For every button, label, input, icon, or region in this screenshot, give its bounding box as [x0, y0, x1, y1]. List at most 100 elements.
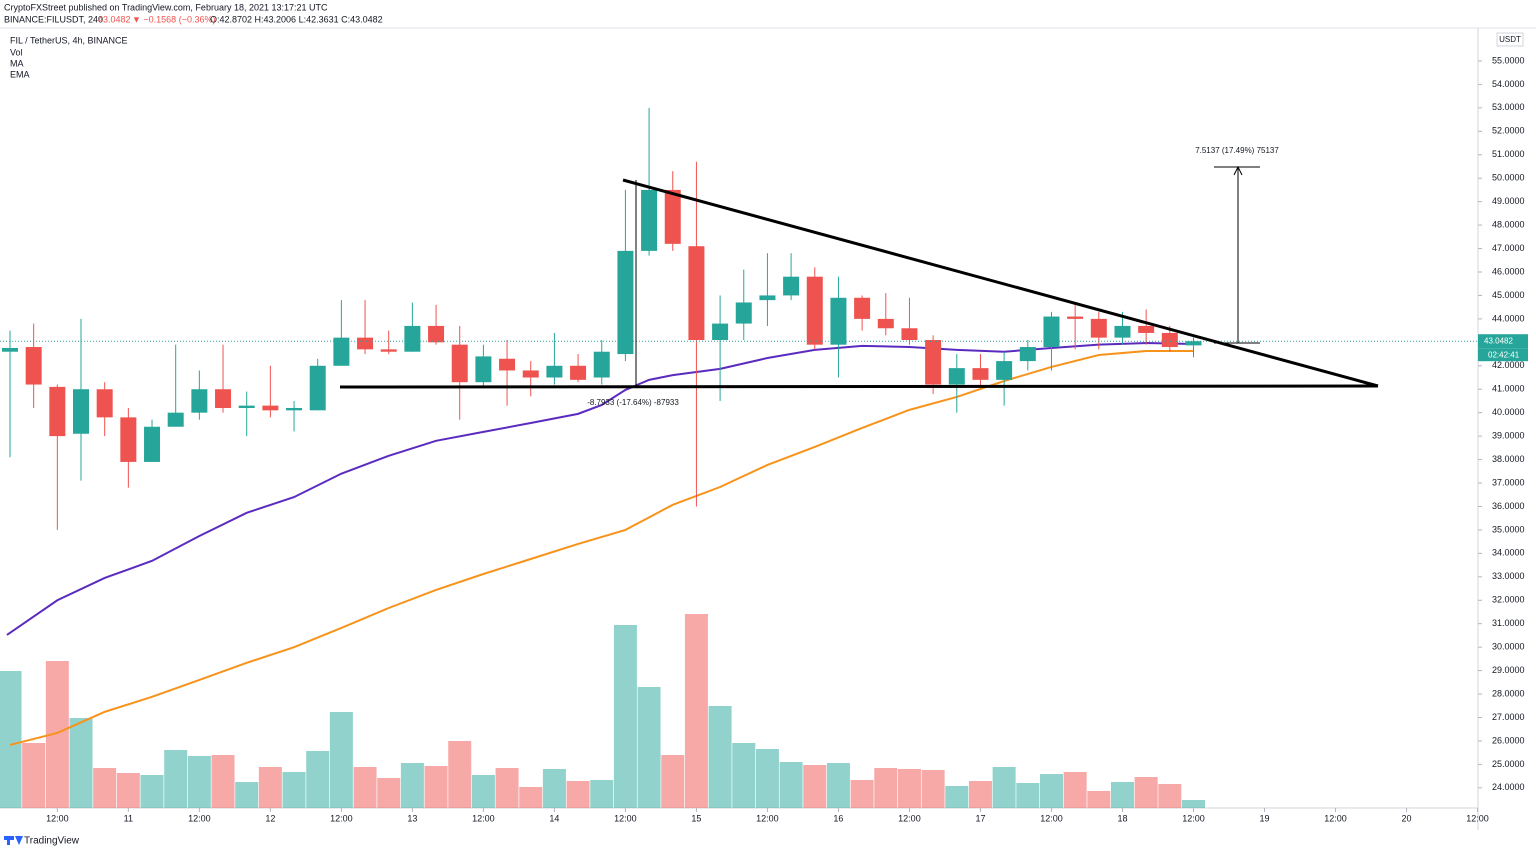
last-price-box — [1478, 334, 1528, 349]
x-tick-label: 12:00 — [1182, 813, 1205, 823]
candle-body — [144, 426, 161, 462]
volume-bar — [0, 671, 22, 808]
candle-body — [96, 389, 113, 418]
volume-bar — [282, 772, 306, 808]
volume-bar — [140, 775, 164, 808]
candle-body — [759, 295, 776, 301]
plot — [0, 107, 1478, 808]
price: 43.0482 — [98, 14, 131, 24]
x-tick-label: 18 — [1117, 813, 1127, 823]
candle-body — [925, 339, 942, 385]
y-tick-label: 39.0000 — [1492, 430, 1525, 440]
x-tick-label: 14 — [549, 813, 559, 823]
y-tick-label: 30.0000 — [1492, 642, 1525, 652]
volume-bar — [45, 661, 69, 808]
volume-bar — [945, 786, 969, 808]
volume-bar — [519, 787, 543, 808]
triangle-upper — [622, 178, 1379, 388]
candle-body — [830, 297, 847, 345]
moving-average — [9, 350, 1194, 746]
currency-box — [1496, 32, 1524, 47]
y-tick-label: 55.0000 — [1492, 55, 1525, 65]
y-tick-label: 49.0000 — [1492, 196, 1525, 206]
volume-bar — [93, 768, 117, 808]
candle-body — [1161, 332, 1178, 348]
candle-body — [120, 417, 137, 462]
candle-body — [2, 347, 19, 352]
volume-bar — [826, 763, 850, 808]
y-tick-label: 31.0000 — [1492, 618, 1525, 628]
volume-bar — [708, 706, 732, 808]
candle-body — [1043, 316, 1060, 348]
x-tick-label: 12:00 — [1466, 813, 1489, 823]
candle-body — [475, 356, 492, 383]
y-tick-label: 47.0000 — [1492, 243, 1525, 253]
y-tick-label: 29.0000 — [1492, 665, 1525, 675]
candle-body — [877, 318, 894, 329]
x-tick-label: 16 — [833, 813, 843, 823]
volume-bar — [874, 768, 898, 808]
candle-body — [972, 368, 989, 380]
candle-body — [238, 405, 255, 408]
moving-average — [6, 342, 1194, 636]
volume-bar — [732, 743, 756, 808]
candle-body — [1090, 318, 1107, 338]
legend-ma: MA — [10, 58, 24, 68]
volume-bar — [471, 775, 495, 808]
y-tick-label: 46.0000 — [1492, 266, 1525, 276]
candle-body — [49, 386, 66, 437]
candle-body — [522, 370, 539, 378]
volume-bar — [542, 769, 566, 808]
volume-bar — [637, 687, 661, 808]
volume-bar — [1181, 800, 1205, 808]
y-tick-label: 51.0000 — [1492, 149, 1525, 159]
volume-bar — [1016, 783, 1040, 808]
volume-bar — [590, 780, 614, 808]
volume-bar — [968, 781, 992, 808]
y-tick-label: 52.0000 — [1492, 126, 1525, 136]
volume-bar — [803, 765, 827, 808]
candle-body — [735, 302, 752, 324]
y-tick-label: 41.0000 — [1492, 384, 1525, 394]
volume-bar — [377, 778, 401, 808]
y-tick-label: 48.0000 — [1492, 219, 1525, 229]
published: CryptoFXStreet published on TradingView.… — [4, 2, 328, 12]
y-tick-label: 44.0000 — [1492, 313, 1525, 323]
volume-bar — [306, 751, 330, 808]
x-tick-label: 12:00 — [188, 813, 211, 823]
y-tick-label: 25.0000 — [1492, 759, 1525, 769]
candle-body — [404, 325, 421, 352]
measure-up-label: 7.5137 (17.49%) 75137 — [1195, 146, 1279, 155]
volume-bar — [1158, 784, 1182, 808]
candle-body — [806, 276, 823, 345]
volume-bar — [1134, 777, 1158, 808]
currency: USDT — [1499, 35, 1521, 44]
measure-up-arrow — [1233, 165, 1243, 176]
last-price-label: 43.0482 — [1484, 336, 1513, 345]
candle-body — [309, 365, 326, 411]
candle-body — [664, 189, 681, 244]
volume-bar — [69, 718, 93, 808]
candle-body — [641, 189, 658, 251]
x-tick-label: 12:00 — [898, 813, 921, 823]
volume-bar — [116, 773, 140, 808]
candle-body — [617, 250, 634, 355]
volume-bar — [235, 782, 259, 808]
volume-bar — [1087, 791, 1111, 808]
candle-body — [996, 361, 1013, 380]
candle-body — [380, 349, 397, 352]
candle-body — [262, 405, 279, 411]
candle-body — [73, 389, 90, 434]
candle-body — [783, 276, 800, 296]
candle-body — [25, 347, 42, 385]
volume-bar — [1063, 772, 1087, 808]
candle-body — [451, 344, 468, 383]
x-tick-label: 12:00 — [1324, 813, 1347, 823]
symbol: BINANCE:FILUSDT, 240 — [4, 14, 103, 24]
x-tick-label: 12:00 — [46, 813, 69, 823]
x-tick-label: 19 — [1259, 813, 1269, 823]
y-tick-label: 26.0000 — [1492, 735, 1525, 745]
